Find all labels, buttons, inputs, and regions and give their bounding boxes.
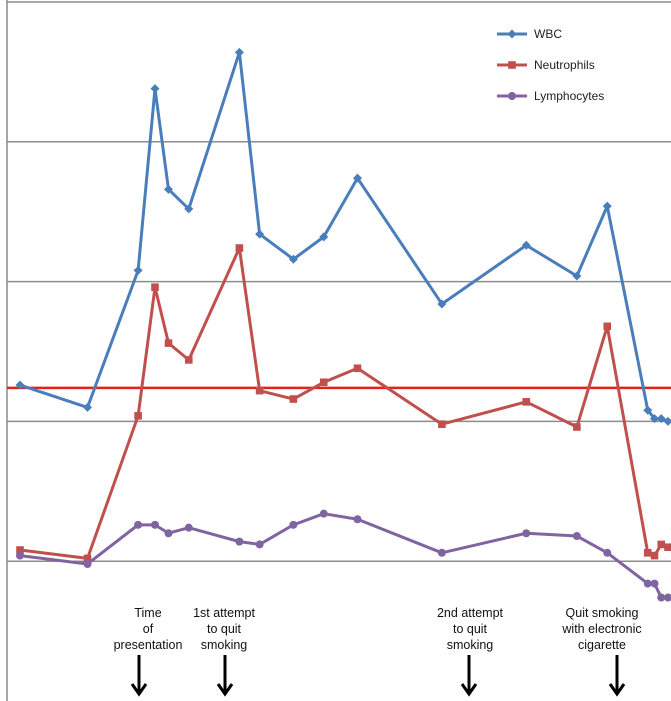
data-point-wbc xyxy=(83,402,92,412)
legend: WBC Neutrophils Lymphocytes xyxy=(497,27,604,103)
data-point-neutrophils xyxy=(603,322,612,331)
data-point-neutrophils xyxy=(522,398,531,406)
annotation-text: to quit xyxy=(207,622,242,636)
annotation: Quit smoking with electronic cigarette xyxy=(561,606,642,697)
annotation-text: 1st attempt xyxy=(193,606,255,620)
data-point-neutrophils xyxy=(83,554,92,563)
annotation-text: with electronic xyxy=(561,622,641,636)
data-point-wbc xyxy=(15,380,25,390)
data-point-lymphocytes xyxy=(522,529,531,538)
annotation-text: of xyxy=(143,622,154,636)
data-point-lymphocytes xyxy=(255,540,264,549)
data-point-neutrophils xyxy=(16,546,24,554)
data-point-wbc xyxy=(656,414,666,424)
series-group xyxy=(15,47,671,602)
data-point-lymphocytes xyxy=(437,548,446,557)
data-point-neutrophils xyxy=(657,540,666,549)
data-point-neutrophils xyxy=(184,356,193,364)
data-point-neutrophils xyxy=(151,283,159,291)
data-point-neutrophils xyxy=(134,412,142,420)
annotation-text: to quit xyxy=(453,622,488,636)
data-point-neutrophils xyxy=(353,364,362,373)
annotation: 1st attempt to quit smoking xyxy=(193,606,255,697)
annotation-text: smoking xyxy=(201,638,248,652)
data-point-neutrophils xyxy=(650,551,659,560)
data-point-wbc xyxy=(643,405,653,415)
arrow-down-icon xyxy=(460,683,478,697)
data-point-neutrophils xyxy=(255,386,264,395)
data-point-neutrophils xyxy=(319,378,328,387)
legend-label-wbc: WBC xyxy=(534,27,562,41)
annotation-text: Time xyxy=(134,606,161,620)
data-point-wbc xyxy=(602,201,612,211)
data-point-wbc xyxy=(288,254,298,264)
data-point-lymphocytes xyxy=(353,515,362,524)
data-point-neutrophils xyxy=(164,339,173,347)
data-point-lymphocytes xyxy=(151,520,159,529)
series-lymphocytes xyxy=(16,509,671,602)
data-point-neutrophils xyxy=(235,244,244,252)
data-point-lymphocytes xyxy=(134,520,143,529)
legend-item-lymphocytes: Lymphocytes xyxy=(497,89,604,103)
data-point-wbc xyxy=(255,229,265,239)
data-point-neutrophils xyxy=(438,420,446,428)
annotation-text: cigarette xyxy=(578,638,626,652)
arrow-down-icon xyxy=(130,683,148,697)
series-line-neutrophils xyxy=(19,246,669,560)
series-line-wbc xyxy=(19,50,669,423)
data-point-lymphocytes xyxy=(664,593,671,602)
data-point-lymphocytes xyxy=(16,551,24,560)
annotations: Time of presentation 1st attempt to quit smok… xyxy=(114,606,642,697)
data-point-lymphocytes xyxy=(603,548,612,557)
data-point-neutrophils xyxy=(573,423,581,431)
legend-item-neutrophils: Neutrophils xyxy=(497,58,595,72)
data-point-lymphocytes xyxy=(657,593,666,602)
arrow-down-icon xyxy=(608,683,626,697)
legend-label-lymphocytes: Lymphocytes xyxy=(534,89,604,103)
data-point-lymphocytes xyxy=(650,579,659,588)
data-point-wbc xyxy=(437,299,447,309)
series-neutrophils xyxy=(16,244,671,563)
data-point-wbc xyxy=(650,414,659,424)
data-point-neutrophils xyxy=(664,543,671,552)
legend-item-wbc: WBC xyxy=(497,27,562,41)
grid-lines xyxy=(7,1,671,562)
data-point-wbc xyxy=(150,84,160,94)
data-point-lymphocytes xyxy=(235,537,244,546)
legend-marker-wbc xyxy=(507,29,517,39)
data-point-wbc xyxy=(353,173,362,183)
annotation-text: Quit smoking xyxy=(566,606,639,620)
arrow-down-icon xyxy=(216,683,234,697)
data-point-lymphocytes xyxy=(289,520,298,529)
legend-label-neutrophils: Neutrophils xyxy=(534,58,595,72)
data-point-lymphocytes xyxy=(643,579,652,588)
data-point-lymphocytes xyxy=(319,509,328,518)
annotation: 2nd attempt to quit smoking xyxy=(437,606,504,697)
data-point-lymphocytes xyxy=(572,532,581,541)
data-point-wbc xyxy=(572,271,582,281)
legend-marker-neutrophils xyxy=(508,61,516,69)
series-wbc xyxy=(15,47,671,426)
annotation-text: smoking xyxy=(447,638,494,652)
data-point-wbc xyxy=(133,265,143,275)
data-point-wbc xyxy=(521,240,531,250)
annotation-text: presentation xyxy=(114,638,183,652)
data-point-lymphocytes xyxy=(184,523,193,532)
legend-marker-lymphocytes xyxy=(508,92,516,100)
annotation-text: 2nd attempt xyxy=(437,606,504,620)
data-point-lymphocytes xyxy=(83,559,92,568)
data-point-lymphocytes xyxy=(164,529,173,538)
data-point-wbc xyxy=(319,232,329,242)
data-point-wbc xyxy=(663,416,671,426)
series-line-lymphocytes xyxy=(19,512,668,600)
data-point-neutrophils xyxy=(289,395,298,403)
data-point-wbc xyxy=(184,204,194,214)
data-point-wbc xyxy=(234,47,244,57)
data-point-neutrophils xyxy=(643,549,652,557)
data-point-wbc xyxy=(164,184,173,194)
annotation: Time of presentation xyxy=(114,606,183,697)
